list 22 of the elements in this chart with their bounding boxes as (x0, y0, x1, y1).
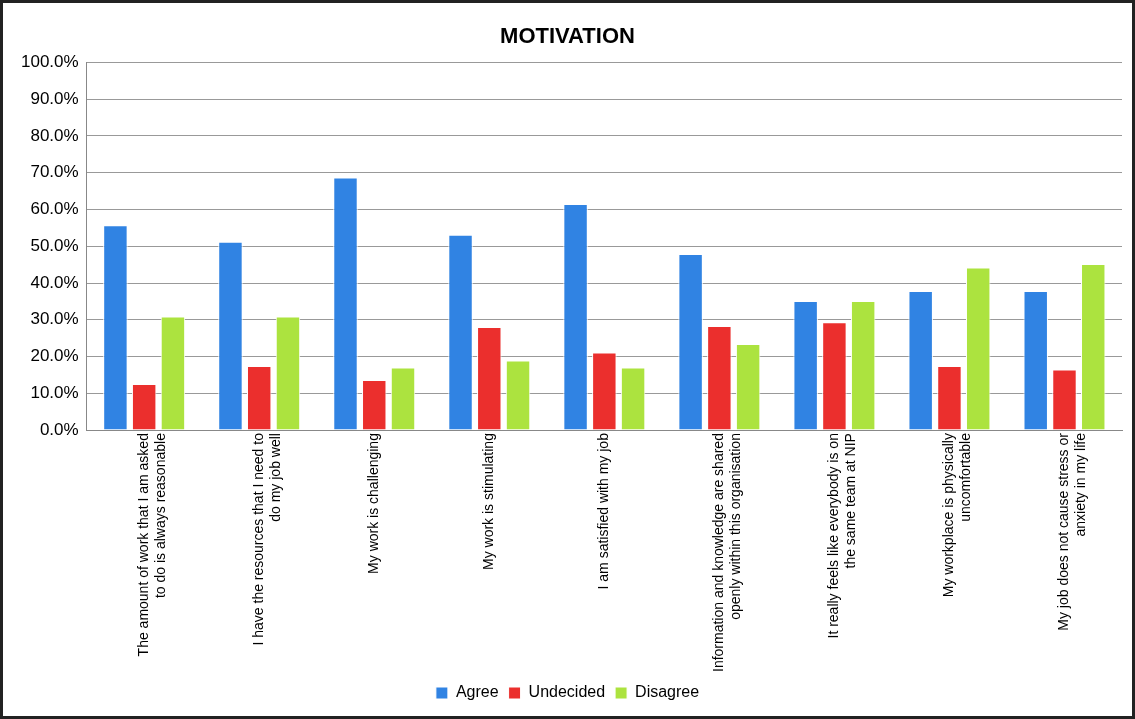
y-tick-label: 80.0% (30, 125, 79, 145)
y-tick-label: 10.0% (30, 382, 79, 402)
legend-label: Undecided (528, 683, 606, 701)
y-tick-label: 90.0% (30, 88, 79, 108)
x-tick-label: The amount of work that I am asked to do is always reasonable (135, 432, 168, 657)
y-tick-label: 0.0% (39, 419, 79, 439)
legend-label: Disagree (635, 683, 700, 701)
x-tick-label: I have the resources that I need to do my job well (250, 432, 283, 646)
x-tick-label: My work is challenging (365, 433, 382, 574)
x-tick-label: Information and knowledge are shared openly within this organisation (710, 433, 744, 673)
y-tick-label: 20.0% (30, 346, 79, 366)
y-tick-label: 100.0% (20, 52, 79, 72)
y-tick-label: 30.0% (30, 309, 79, 329)
y-tick-label: 50.0% (30, 235, 79, 255)
legend-label: Agree (455, 683, 499, 701)
y-tick-label: 70.0% (30, 162, 79, 182)
x-tick-label: I am satisfied with my job (595, 432, 612, 590)
chart-title: MOTIVATION (500, 23, 635, 49)
y-tick-label: 60.0% (30, 199, 79, 219)
x-tick-label: My workplace is physically uncomfortable (940, 432, 974, 598)
y-tick-label: 40.0% (30, 272, 79, 292)
x-tick-label: My work is stimulating (480, 433, 497, 570)
